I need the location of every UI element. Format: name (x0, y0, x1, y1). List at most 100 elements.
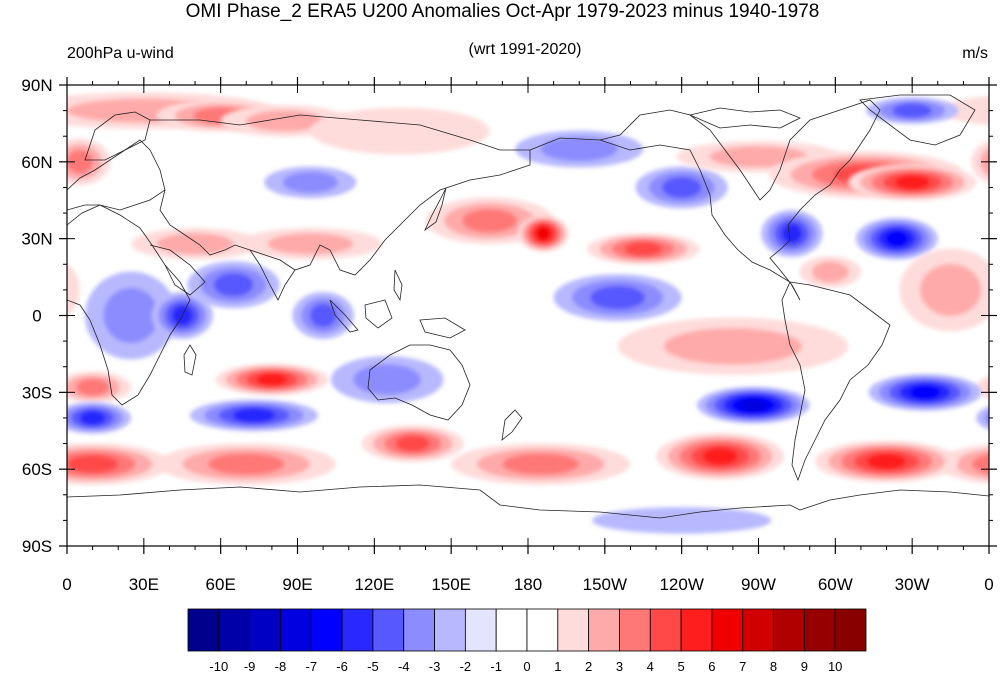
coastline-madagascar (183, 344, 197, 376)
colorbar-box (803, 608, 836, 652)
lat-tick-label: 0 (32, 307, 41, 326)
anomaly-blob (189, 399, 318, 432)
colorbar-box (526, 608, 559, 652)
colorbar-box (341, 608, 374, 652)
colorbar-level-label: -8 (275, 659, 287, 674)
anomaly-blob (586, 233, 700, 265)
anomaly-blob (330, 356, 444, 404)
anomaly-blob (814, 440, 959, 483)
coastline-africa (67, 204, 191, 406)
anomaly-blob (635, 166, 728, 209)
colorbar-box (310, 608, 343, 652)
colorbar-level-label: 3 (616, 659, 623, 674)
anomaly-blob (238, 227, 383, 260)
anomaly-blob (264, 166, 357, 199)
colorbar-boxes (187, 608, 867, 652)
coastline-newzealand (501, 409, 523, 441)
anomaly-blob (899, 248, 989, 332)
coastline-sumatra (329, 299, 359, 333)
anomaly-blob (84, 271, 178, 360)
anomaly-blob (187, 261, 280, 309)
colorbar-box (680, 608, 713, 652)
colorbar-box (403, 608, 435, 652)
anomaly-blob (855, 217, 938, 260)
coastline-greenland (859, 94, 976, 146)
anomaly-blob (866, 97, 959, 124)
coastline-newguinea (419, 317, 466, 339)
colorbar-level-label: 6 (708, 659, 715, 674)
coastline-arctic-islands (688, 107, 801, 129)
colorbar-labels: -10 -9 -8 -7 -6 -5 -4 -3 -2 -1 0 1 2 3 4 5 6 7 8 9 10 (209, 659, 842, 674)
colorbar-level-label: -7 (305, 659, 317, 674)
colorbar-box (742, 608, 774, 652)
colorbar-level-label: -6 (336, 659, 348, 674)
colorbar-box (372, 608, 405, 652)
colorbar-level-label: 0 (523, 659, 530, 674)
colorbar-level-label: 4 (647, 659, 654, 674)
colorbar-box (464, 608, 497, 652)
reference-period-label: (wrt 1991-2020) (468, 41, 582, 58)
lat-tick-label: 90S (22, 537, 52, 556)
anomaly-blob (515, 130, 644, 168)
colorbar-box (588, 608, 620, 652)
coastline-india (249, 249, 296, 301)
coastline-antarctica (67, 484, 989, 519)
lon-tick-label: 60E (206, 575, 236, 594)
anomaly-blob (156, 443, 336, 485)
lat-tick-label: 30S (22, 383, 52, 402)
anomaly-blob (131, 227, 260, 260)
coastline-philippines (393, 269, 403, 302)
colorbar-level-label: -2 (460, 659, 472, 674)
anomaly-blob (868, 373, 982, 411)
anomaly-blob (67, 443, 170, 485)
colorbar-box (619, 608, 651, 652)
anomaly-blob (937, 95, 989, 126)
lon-tick-label: 30W (895, 575, 930, 594)
coastline-north-america (529, 99, 881, 301)
coastline-australia (367, 344, 471, 421)
colorbar-level-label: -1 (490, 659, 502, 674)
colorbar-level-label: -9 (244, 659, 256, 674)
colorbar-box (711, 608, 744, 652)
anomaly-blob (799, 256, 861, 288)
anomaly-blob (292, 292, 354, 339)
anomaly-blob (517, 215, 569, 252)
colorbar-box (280, 608, 312, 652)
anomaly-blob (553, 274, 682, 322)
anomaly-blob (848, 163, 977, 201)
colorbar-level-label: 10 (828, 659, 842, 674)
colorbar-box (218, 608, 251, 652)
anomaly-blob (67, 402, 132, 434)
anomaly-blob (617, 317, 849, 375)
lat-tick-label: 30N (21, 230, 52, 249)
lon-tick-label: 30E (129, 575, 159, 594)
lon-tick-label: 0 (62, 575, 71, 594)
coastline-arabia (149, 244, 206, 296)
colorbar-box (495, 608, 528, 652)
colorbar-box (557, 608, 590, 652)
units-label: m/s (962, 45, 988, 62)
coastlines (67, 94, 989, 519)
coastline-south-america (781, 281, 891, 482)
lat-tick-label: 60N (21, 153, 52, 172)
colorbar-level-label: 8 (770, 659, 777, 674)
axis-ticks (59, 77, 997, 554)
lon-tick-label: 150E (431, 575, 471, 594)
lon-tick-label: 180 (514, 575, 542, 594)
variable-label: 200hPa u-wind (67, 45, 174, 62)
lon-tick-label: 90W (741, 575, 776, 594)
lon-tick-label: 0 (984, 575, 993, 594)
coastline-europe (67, 139, 166, 211)
lat-tick-label: 60S (22, 460, 52, 479)
coastline-asia (150, 114, 531, 276)
colorbar-level-label: 7 (739, 659, 746, 674)
lon-tick-label: 120W (659, 575, 703, 594)
lon-tick-label: 60W (818, 575, 853, 594)
lat-tick-label: 90N (21, 76, 52, 95)
colorbar-box (249, 608, 281, 652)
colorbar-box (187, 608, 220, 652)
colorbar-box (434, 608, 466, 652)
lon-tick-label: 90E (282, 575, 312, 594)
